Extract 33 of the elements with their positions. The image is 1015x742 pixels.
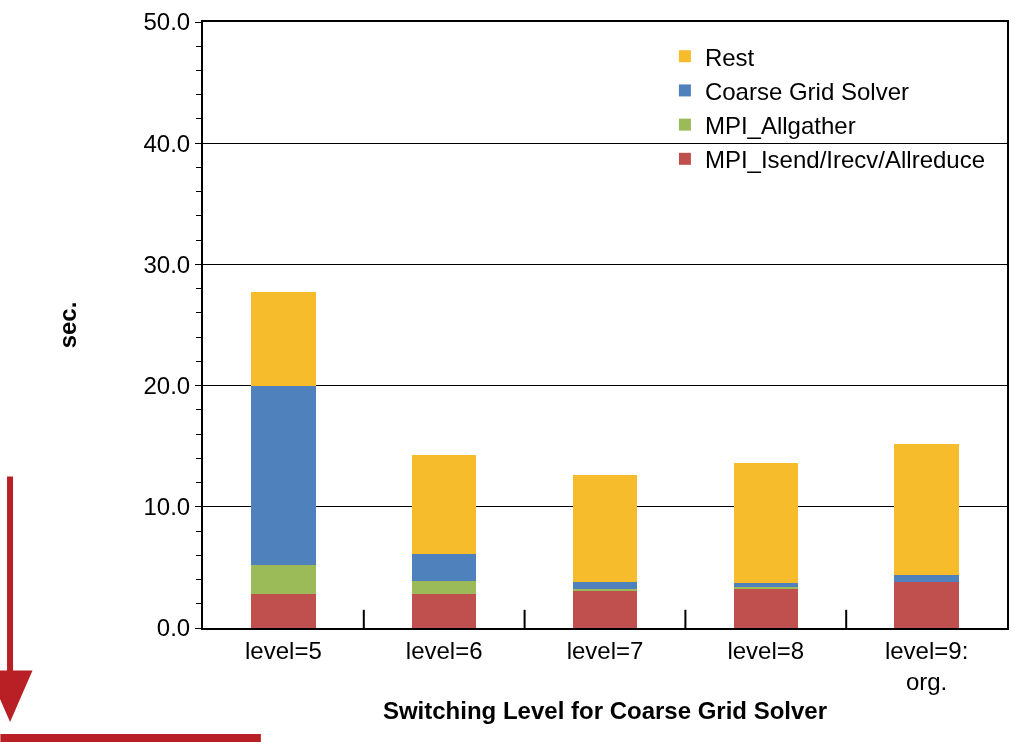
y-tick-label: 20.0 — [143, 372, 191, 399]
bar — [251, 292, 316, 386]
bar — [894, 574, 959, 582]
y-tick-label: 40.0 — [143, 129, 191, 157]
x-axis-title: Switching Level for Coarse Grid Solver — [382, 696, 828, 724]
bar — [894, 443, 959, 575]
y-tick-label: 50.0 — [143, 8, 191, 36]
x-tick-label: level=5 — [245, 636, 322, 664]
x-tick-label: level=8 — [727, 636, 805, 664]
bar — [412, 580, 477, 595]
bar — [251, 385, 316, 565]
bar — [894, 581, 959, 628]
bar — [572, 475, 638, 582]
bar — [733, 589, 798, 628]
bar — [251, 564, 316, 595]
y-tick-label: 0.0 — [156, 614, 191, 642]
bar — [412, 594, 477, 628]
bar — [572, 581, 638, 590]
y-axis-title: sec. — [54, 301, 82, 349]
bar — [733, 463, 798, 584]
legend-label: MPI_Allgather — [704, 111, 856, 139]
legend-label: Coarse Grid Solver — [704, 77, 909, 105]
legend-label: MPI_Isend/Irecv/Allreduce — [704, 146, 986, 174]
bar — [572, 590, 638, 628]
bar — [412, 454, 477, 555]
bar — [412, 554, 477, 581]
x-tick-label: level=9: org. — [884, 636, 969, 695]
y-tick-label: 30.0 — [143, 250, 191, 278]
bar — [251, 594, 316, 628]
y-tick-label: 10.0 — [143, 493, 191, 521]
x-tick-label: level=6 — [405, 636, 483, 664]
legend-label: Rest — [704, 43, 755, 71]
x-tick-label: level=7 — [566, 636, 644, 664]
